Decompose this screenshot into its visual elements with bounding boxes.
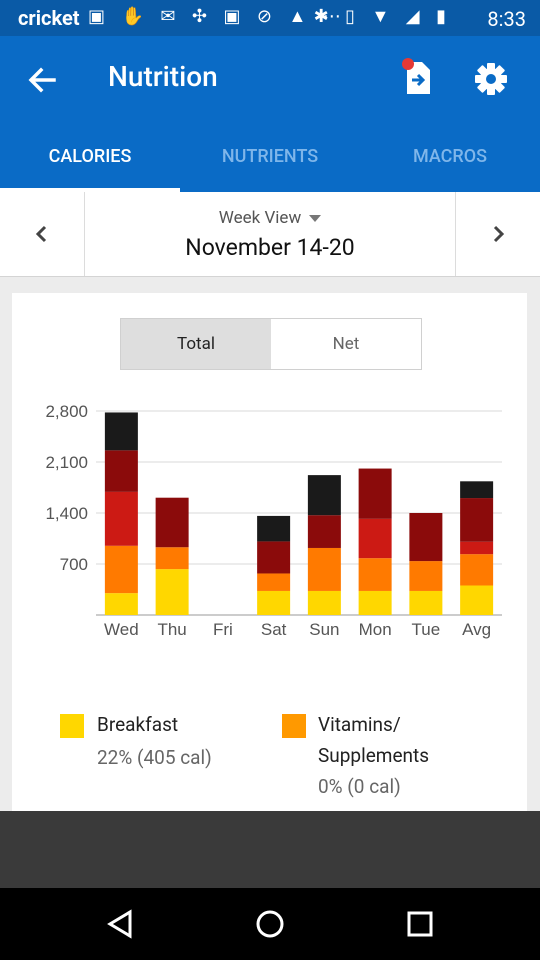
bar-segment bbox=[460, 554, 494, 586]
dropdown-caret-icon bbox=[309, 215, 322, 223]
x-tick-label: Wed bbox=[104, 620, 139, 639]
legend-label: Vitamins/ Supplements bbox=[318, 713, 430, 767]
app-bar: Nutrition bbox=[0, 36, 540, 122]
bar-segment bbox=[358, 558, 392, 591]
week-view-selector[interactable]: Week View bbox=[0, 208, 540, 228]
legend-label: Breakfast bbox=[97, 713, 179, 736]
chart-card: Total Net 700 1,400 2,100 2,800 Wed Thu Fri Sat… bbox=[12, 293, 527, 811]
gear-icon[interactable] bbox=[470, 58, 512, 100]
bar-segment bbox=[409, 513, 443, 562]
bar-segment bbox=[257, 573, 291, 591]
bar-segment bbox=[460, 541, 494, 555]
previous-week-button[interactable] bbox=[0, 192, 85, 276]
bar-segment bbox=[104, 545, 138, 594]
bar-segment bbox=[307, 590, 341, 615]
bar-segment bbox=[104, 412, 138, 451]
system-navigation-bar bbox=[0, 888, 540, 960]
bar-segment bbox=[358, 518, 392, 559]
x-tick-label: Thu bbox=[157, 620, 186, 639]
legend-item-breakfast: Breakfast 22% (405 cal) bbox=[60, 711, 260, 771]
bar-segment bbox=[460, 585, 494, 615]
bar-segment bbox=[155, 497, 189, 548]
bar-segment bbox=[358, 590, 392, 615]
week-view-label: Week View bbox=[218, 208, 302, 228]
bar-segment bbox=[155, 547, 189, 570]
chevron-left-icon bbox=[35, 225, 47, 243]
bar-segment bbox=[409, 561, 443, 591]
calories-bar-chart: 700 1,400 2,100 2,800 Wed Thu Fri Sat Sun Mon Tue A… bbox=[45, 402, 502, 639]
x-tick-label: Sun bbox=[309, 620, 339, 639]
y-tick-label: 2,100 bbox=[45, 453, 88, 472]
bar-segment bbox=[257, 515, 291, 542]
y-tick-label: 700 bbox=[60, 555, 88, 574]
net-option[interactable]: Net bbox=[332, 334, 360, 354]
bar-segment bbox=[409, 590, 443, 615]
bar-segment bbox=[155, 569, 189, 615]
legend-swatch bbox=[60, 714, 84, 738]
bar-segment bbox=[307, 515, 341, 548]
legend-value: 0% (0 cal) bbox=[318, 775, 401, 798]
bar-segment bbox=[307, 475, 341, 516]
tab-bar: CALORIES NUTRIENTS MACROS bbox=[0, 122, 540, 192]
total-option[interactable]: Total bbox=[121, 319, 271, 369]
status-time: 8:33 bbox=[487, 7, 526, 31]
x-tick-label: Sat bbox=[261, 620, 287, 639]
file-export-icon[interactable] bbox=[398, 58, 438, 98]
tab-macros[interactable]: MACROS bbox=[412, 146, 488, 167]
bar-segment bbox=[358, 468, 392, 519]
notification-icons: ▣ ✋ ✉ ✣ ▣ ⊘ ▲ ⋯ bbox=[88, 6, 347, 27]
bar-segment bbox=[104, 450, 138, 492]
bar-segment bbox=[307, 547, 341, 591]
bar-segment bbox=[460, 498, 494, 542]
recents-square-icon[interactable] bbox=[404, 908, 436, 940]
total-net-toggle: Total Net bbox=[120, 318, 422, 370]
bar-segment bbox=[460, 481, 494, 499]
week-navigator: Week View November 14-20 bbox=[0, 192, 540, 277]
tab-indicator bbox=[0, 188, 180, 192]
x-tick-label: Avg bbox=[462, 620, 491, 639]
bar-segment bbox=[257, 541, 291, 574]
page-title: Nutrition bbox=[108, 60, 218, 93]
status-bar: cricket ▣ ✋ ✉ ✣ ▣ ⊘ ▲ ⋯ ✱ ▯ ▼ ◢ ▮ 8:33 bbox=[0, 0, 540, 36]
bar-segment bbox=[104, 491, 138, 546]
system-status-icons: ✱ ▯ ▼ ◢ ▮ bbox=[313, 6, 452, 27]
y-tick-label: 1,400 bbox=[45, 504, 88, 523]
bar-segment bbox=[257, 590, 291, 615]
bar-segment bbox=[104, 593, 138, 615]
y-tick-label: 2,800 bbox=[45, 402, 88, 421]
carrier-name: cricket bbox=[18, 6, 80, 30]
week-range-label: November 14-20 bbox=[185, 234, 355, 261]
tab-calories[interactable]: CALORIES bbox=[48, 146, 132, 167]
back-arrow-icon[interactable] bbox=[22, 60, 62, 100]
legend-swatch bbox=[282, 714, 306, 738]
home-circle-icon[interactable] bbox=[254, 908, 286, 940]
tab-nutrients[interactable]: NUTRIENTS bbox=[221, 146, 319, 167]
legend-value: 22% (405 cal) bbox=[97, 746, 212, 769]
next-week-button[interactable] bbox=[455, 192, 540, 276]
back-triangle-icon[interactable] bbox=[104, 908, 136, 940]
legend-item-vitamins-supplements: Vitamins/ Supplements 0% (0 cal) bbox=[282, 711, 502, 801]
x-tick-label: Tue bbox=[412, 620, 441, 639]
bottom-panel bbox=[0, 811, 540, 888]
chevron-right-icon bbox=[493, 225, 505, 243]
x-tick-label: Mon bbox=[359, 620, 392, 639]
x-tick-label: Fri bbox=[213, 620, 233, 639]
